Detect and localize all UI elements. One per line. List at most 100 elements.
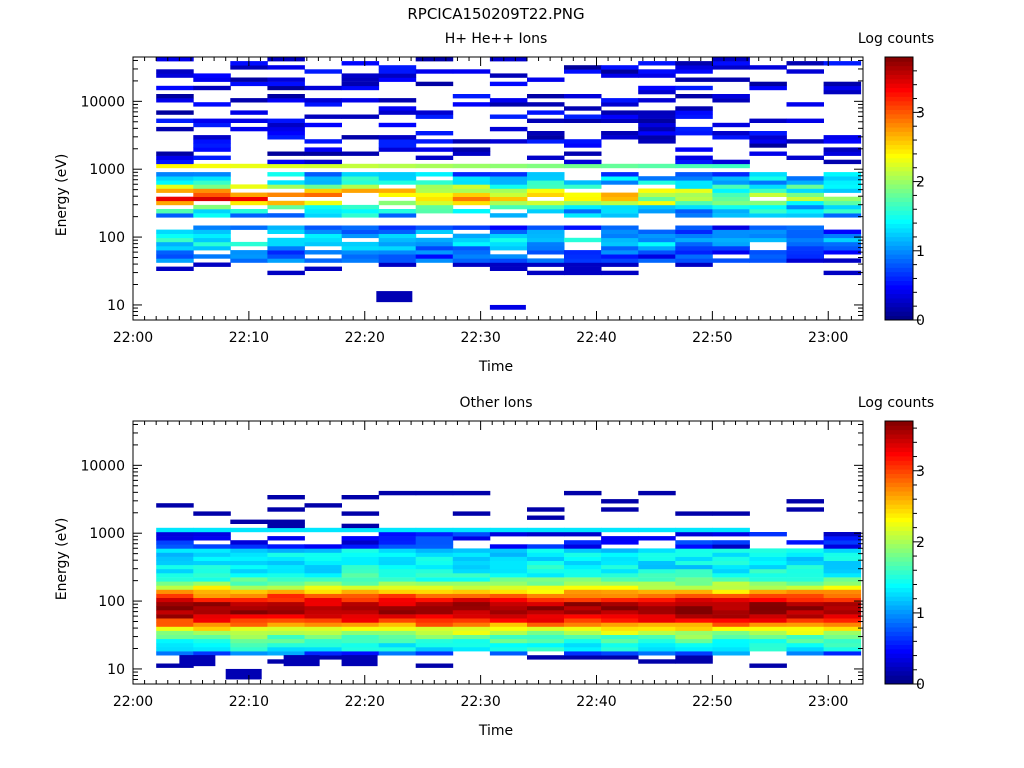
heatmap-cell <box>452 172 491 177</box>
heatmap-cell <box>230 626 268 631</box>
heatmap-cell <box>638 110 676 115</box>
colorbar-segment <box>885 140 913 146</box>
heatmap-cell <box>786 556 824 561</box>
heatmap-cell <box>823 605 862 611</box>
heatmap-cell <box>564 622 602 627</box>
heatmap-cell <box>638 176 676 181</box>
heatmap-cell <box>415 81 454 87</box>
heatmap-cell <box>230 605 268 611</box>
heatmap-cell <box>304 266 342 271</box>
heatmap-cell <box>712 564 750 570</box>
colorbar-segment <box>885 214 913 220</box>
heatmap-cell <box>527 180 565 185</box>
heatmap-cell <box>675 246 713 251</box>
heatmap-cell <box>823 540 862 545</box>
heatmap-cell <box>527 614 565 619</box>
heatmap-cell <box>452 536 491 541</box>
heatmap-cell <box>749 593 787 598</box>
heatmap-cell <box>156 610 194 615</box>
heatmap-cell <box>527 655 565 660</box>
colorbar-segment <box>885 267 913 273</box>
heatmap-cell <box>712 176 750 181</box>
heatmap-cell <box>749 626 787 631</box>
heatmap-cell <box>304 151 342 156</box>
heatmap-cell <box>341 163 380 169</box>
heatmap-cell <box>378 77 417 82</box>
x-tick-label: 22:40 <box>576 694 616 710</box>
heatmap-cell <box>415 630 454 635</box>
heatmap-cell <box>527 593 565 598</box>
heatmap-cell <box>601 638 639 644</box>
heatmap-cell <box>638 548 676 553</box>
heatmap-cell <box>378 577 417 582</box>
heatmap-cell <box>415 155 454 160</box>
heatmap-cell <box>712 622 750 627</box>
heatmap-cell <box>489 634 528 640</box>
heatmap-cell <box>415 110 454 115</box>
heatmap-cell <box>564 605 602 611</box>
heatmap-cell <box>675 237 713 243</box>
heatmap-cell <box>675 258 713 263</box>
heatmap-cell <box>452 548 491 553</box>
heatmap-cell <box>415 585 454 590</box>
heatmap-cell <box>341 634 380 640</box>
heatmap-cell <box>156 209 194 214</box>
heatmap-cell <box>304 564 342 570</box>
heatmap-cell <box>489 184 528 189</box>
heatmap-cell <box>267 527 305 533</box>
heatmap-cell <box>527 564 565 570</box>
heatmap-cell <box>823 626 862 631</box>
heatmap-cell <box>230 601 268 607</box>
heatmap-cell <box>712 597 750 603</box>
heatmap-cell <box>304 69 342 74</box>
colorbar-segment <box>885 227 913 233</box>
heatmap-cell <box>675 209 713 214</box>
heatmap-cell <box>378 73 417 78</box>
heatmap-cell <box>823 601 862 607</box>
heatmap-cell <box>564 184 602 189</box>
heatmap-cell <box>341 577 380 582</box>
heatmap-cell <box>304 241 342 247</box>
heatmap-cell <box>378 490 417 496</box>
heatmap-cell <box>489 57 528 62</box>
colorbar-segment <box>885 280 913 286</box>
heatmap-cell <box>304 188 342 193</box>
heatmap-cell <box>156 618 194 623</box>
heatmap-cell <box>638 135 676 140</box>
heatmap-cell <box>489 126 528 132</box>
heatmap-cell <box>823 81 862 87</box>
heatmap-cell <box>230 184 268 189</box>
x-tick-label: 22:30 <box>460 330 500 346</box>
heatmap-cell <box>823 573 862 578</box>
heatmap-cell <box>267 556 305 561</box>
heatmap-cell <box>749 577 787 582</box>
heatmap-cell <box>675 188 713 193</box>
heatmap-cell <box>712 601 750 607</box>
heatmap-cell <box>601 102 639 107</box>
heatmap-cell <box>601 180 639 185</box>
heatmap-cell <box>341 642 380 648</box>
heatmap-cell <box>527 163 565 169</box>
heatmap-cell <box>230 638 268 644</box>
heatmap-cell <box>675 254 713 259</box>
heatmap-cell <box>638 229 676 234</box>
heatmap-cell <box>193 192 231 197</box>
heatmap-cell <box>341 527 380 533</box>
heatmap-cell <box>601 601 639 607</box>
heatmap-cell <box>675 196 713 202</box>
heatmap-cell <box>341 61 380 66</box>
heatmap-cell <box>230 642 268 648</box>
heatmap-cell <box>675 605 713 611</box>
heatmap-cell <box>267 200 305 206</box>
heatmap-cell <box>823 647 862 652</box>
heatmap-cell <box>749 225 787 230</box>
heatmap-cell <box>749 663 787 668</box>
heatmap-cell <box>564 544 602 549</box>
heatmap-cell <box>638 601 676 607</box>
heatmap-cell <box>675 614 713 619</box>
heatmap-cell <box>304 593 342 598</box>
heatmap-cell <box>712 250 750 255</box>
heatmap-cell <box>638 581 676 586</box>
heatmap-cell <box>712 605 750 611</box>
